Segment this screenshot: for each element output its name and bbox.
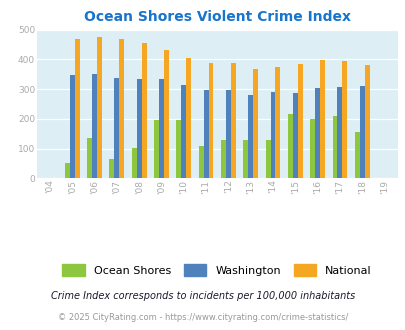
- Bar: [164, 50, 168, 178]
- Bar: [270, 92, 275, 178]
- Bar: [243, 140, 247, 178]
- Bar: [176, 120, 181, 178]
- Bar: [203, 90, 208, 178]
- Bar: [364, 65, 369, 178]
- Bar: [265, 140, 270, 178]
- Bar: [136, 79, 141, 178]
- Bar: [208, 63, 213, 178]
- Bar: [230, 63, 235, 178]
- Bar: [109, 159, 114, 178]
- Bar: [132, 148, 136, 178]
- Bar: [287, 115, 292, 178]
- Bar: [159, 79, 164, 178]
- Bar: [337, 87, 341, 178]
- Bar: [92, 74, 97, 178]
- Bar: [309, 119, 314, 178]
- Bar: [297, 64, 302, 178]
- Bar: [87, 138, 92, 178]
- Text: © 2025 CityRating.com - https://www.cityrating.com/crime-statistics/: © 2025 CityRating.com - https://www.city…: [58, 313, 347, 322]
- Bar: [220, 140, 225, 178]
- Bar: [319, 60, 324, 178]
- Bar: [141, 43, 146, 178]
- Bar: [154, 120, 159, 178]
- Bar: [186, 58, 191, 178]
- Bar: [97, 37, 102, 178]
- Bar: [70, 75, 75, 178]
- Text: Crime Index corresponds to incidents per 100,000 inhabitants: Crime Index corresponds to incidents per…: [51, 291, 354, 301]
- Bar: [314, 88, 319, 178]
- Bar: [292, 93, 297, 178]
- Bar: [119, 39, 124, 178]
- Bar: [341, 61, 346, 178]
- Bar: [198, 146, 203, 178]
- Legend: Ocean Shores, Washington, National: Ocean Shores, Washington, National: [59, 261, 374, 279]
- Bar: [359, 85, 364, 178]
- Bar: [225, 90, 230, 178]
- Bar: [247, 95, 252, 178]
- Bar: [75, 39, 79, 178]
- Bar: [332, 116, 337, 178]
- Bar: [181, 84, 186, 178]
- Bar: [252, 69, 258, 178]
- Bar: [354, 132, 359, 178]
- Bar: [275, 67, 279, 178]
- Bar: [114, 79, 119, 178]
- Title: Ocean Shores Violent Crime Index: Ocean Shores Violent Crime Index: [83, 10, 350, 24]
- Bar: [65, 163, 70, 178]
